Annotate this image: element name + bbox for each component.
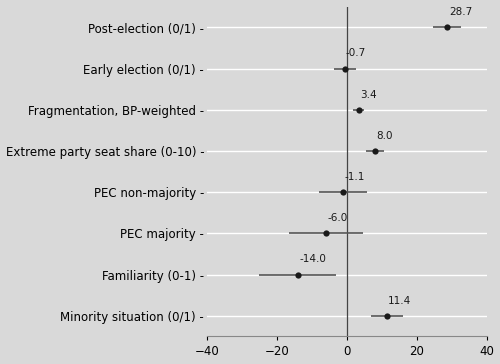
Text: 28.7: 28.7: [449, 7, 472, 17]
Text: -6.0: -6.0: [328, 213, 347, 223]
Text: 8.0: 8.0: [376, 131, 393, 141]
Text: 3.4: 3.4: [360, 90, 377, 99]
Text: 11.4: 11.4: [388, 296, 411, 305]
Text: -0.7: -0.7: [346, 48, 366, 58]
Text: -14.0: -14.0: [300, 254, 326, 264]
Text: -1.1: -1.1: [344, 172, 365, 182]
